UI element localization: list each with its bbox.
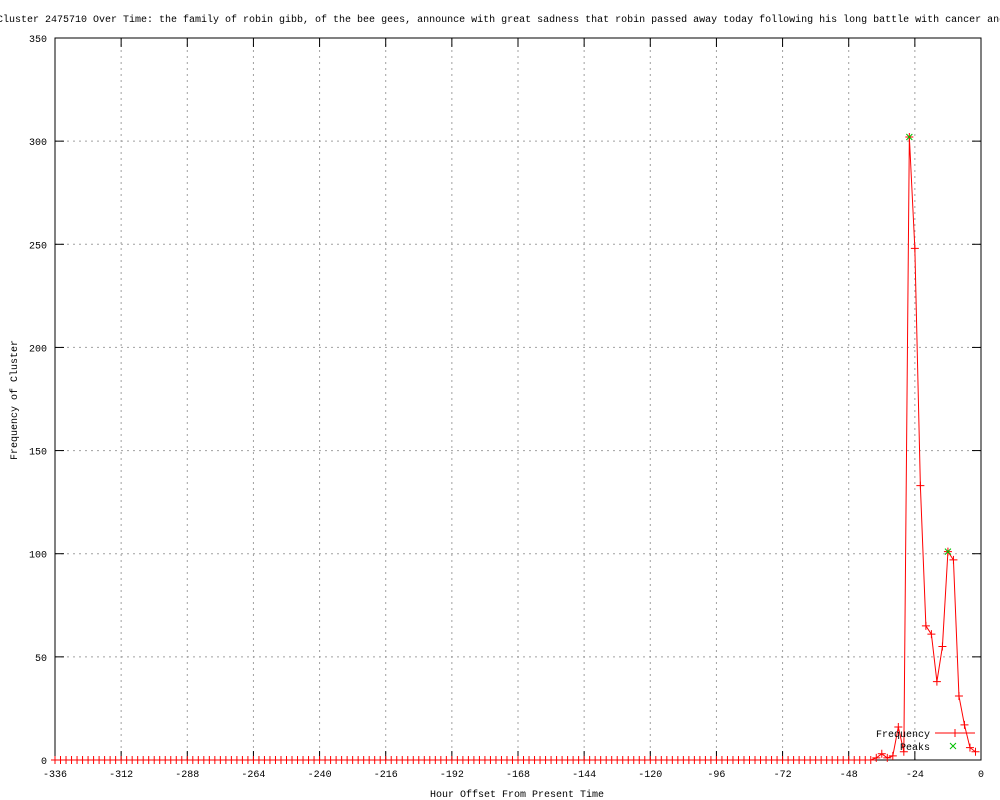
frequency-line [55,136,976,761]
frequency-point [965,743,974,752]
x-tick-label: -312 [109,770,133,781]
y-tick-label: 150 [29,448,47,459]
legend-peaks-label: Peaks [900,742,930,754]
x-tick-label: -48 [840,770,858,781]
x-tick-label: -120 [638,770,662,781]
y-tick-label: 250 [29,241,47,252]
legend-frequency-label: Frequency [876,730,930,741]
x-tick-label: -240 [308,770,332,781]
y-tick-label: 300 [29,138,47,149]
frequency-point [866,756,875,764]
y-tick-label: 100 [29,551,47,562]
frequency-point [932,677,941,686]
frequency-point [899,747,908,756]
x-tick-label: -264 [241,770,265,781]
frequency-point [921,621,930,630]
frequency-point [927,630,936,639]
y-axis-label: Frequency of Cluster [9,340,21,460]
x-tick-label: -24 [906,770,924,781]
frequency-point [971,747,980,756]
x-axis-label: Hour Offset From Present Time [430,789,604,800]
frequency-point [883,753,892,762]
peak-point [944,548,952,556]
x-tick-label: -192 [440,770,464,781]
series [51,133,980,764]
x-tick-label: -216 [374,770,398,781]
chart-title: Cluster 2475710 Over Time: the family of… [0,14,1000,26]
legend-peaks-marker [949,742,957,750]
legend: Frequency Peaks [876,729,975,754]
x-tick-label: -144 [572,770,596,781]
frequency-point [910,244,919,253]
frequency-point [894,722,903,731]
y-tick-label: 50 [35,654,47,665]
x-tick-label: -168 [506,770,530,781]
x-tick-label: -336 [43,770,67,781]
frequency-point [938,642,947,651]
x-tick-label: -72 [774,770,792,781]
x-tick-label: -288 [175,770,199,781]
frequency-point [954,692,963,701]
frequency-point [872,753,881,762]
x-tick-label: 0 [978,770,984,781]
frequency-point [888,751,897,760]
x-tick-label: -96 [707,770,725,781]
y-tick-label: 350 [29,35,47,46]
y-tick-label: 0 [41,757,47,768]
frequency-point [877,749,886,758]
grid [55,38,981,760]
frequency-point [916,481,925,490]
frequency-point [949,555,958,564]
peak-point [905,133,913,141]
axes: -336 -312 -288 -264 -240 -216 -192 -168 -144 -120… [29,35,984,781]
legend-frequency-marker [951,729,959,737]
frequency-point [960,720,969,729]
y-tick-label: 200 [29,344,47,355]
